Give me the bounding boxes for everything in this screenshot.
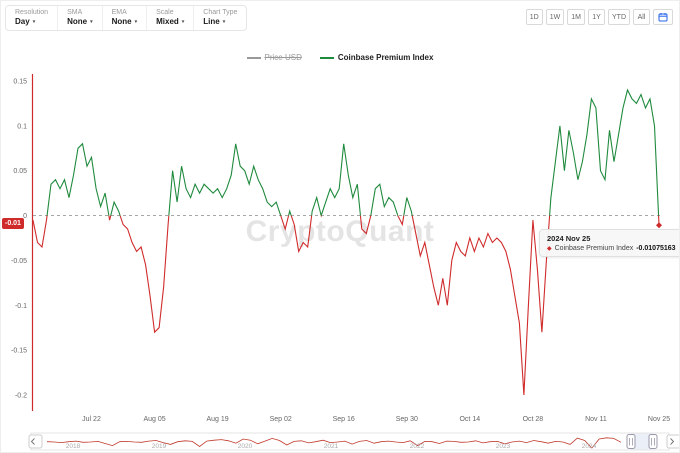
svg-text:2023: 2023 [496,443,511,450]
tooltip-value: -0.01075163 [636,245,676,252]
legend-item-coinbase-premium-index[interactable]: Coinbase Premium Index [319,53,434,62]
chevron-down-icon: ▾ [181,18,185,25]
svg-text:Nov 25: Nov 25 [648,416,670,423]
svg-text:Sep 30: Sep 30 [396,416,418,423]
svg-text:Nov 11: Nov 11 [585,416,607,423]
range-selector: 1D 1W 1M 1Y YTD All [525,9,673,25]
tooltip-series-name: Coinbase Premium Index [554,245,634,252]
legend-label: Coinbase Premium Index [337,53,434,62]
current-value-badge: -0.01 [2,218,24,229]
svg-text:2024: 2024 [582,443,597,450]
control-value: Day [15,17,30,26]
control-label: Scale [156,9,174,16]
control-value: Mixed [156,17,179,26]
control-ema[interactable]: EMA None ▾ [103,6,148,30]
control-label: Chart Type [203,9,238,16]
navigator-scroll-right-button[interactable] [666,434,680,449]
navigator-selection[interactable] [631,433,653,450]
chart-controls: Resolution Day ▾ SMA None ▾ EMA None ▾ Scal… [5,5,248,31]
navigator-handle-right[interactable] [648,434,658,449]
control-value: None [111,17,132,26]
chevron-down-icon: ▾ [32,18,36,25]
navigator-handle-left[interactable] [626,434,636,449]
svg-text:0.15: 0.15 [13,79,27,86]
control-value: None [67,17,88,26]
svg-text:0.1: 0.1 [17,123,27,130]
svg-text:2021: 2021 [324,443,339,450]
tooltip-date: 2024 Nov 25 [547,234,591,243]
toolbar: Resolution Day ▾ SMA None ▾ EMA None ▾ Scal… [5,5,673,31]
legend-marker-premium [319,56,334,59]
control-chart-type[interactable]: Chart Type Line ▾ [194,6,246,30]
legend-label: Price USD [264,53,302,62]
calendar-icon [658,13,668,22]
last-point-marker [656,222,662,229]
navigator-sparkline [46,437,622,449]
calendar-button[interactable] [653,9,673,25]
svg-text:2019: 2019 [152,443,167,450]
x-axis-labels: Jul 22 Aug 05 Aug 19 Sep 02 Sep 16 Sep 30 Oct … [82,416,670,423]
control-label: Resolution [15,9,49,16]
range-button-ytd[interactable]: YTD [608,9,630,25]
series-marker-icon: ◆ [547,246,552,252]
svg-text:Aug 05: Aug 05 [144,416,166,423]
series-line-negative [32,215,660,396]
legend: Price USD Coinbase Premium Index [1,53,679,62]
svg-text:-0.2: -0.2 [15,393,27,400]
range-button-1w[interactable]: 1W [545,9,565,25]
chart-tooltip: 2024 Nov 25 ◆ Coinbase Premium Index -0.… [539,229,679,257]
control-label: SMA [67,9,83,16]
svg-text:-0.1: -0.1 [15,303,27,310]
y-axis-labels: 0.15 0.1 0.05 0 -0.05 -0.1 -0.15 -0.2 [11,79,27,400]
control-scale[interactable]: Scale Mixed ▾ [147,6,195,30]
range-button-1d[interactable]: 1D [525,9,543,25]
range-button-1m[interactable]: 1M [567,9,585,25]
svg-text:Jul 22: Jul 22 [82,416,101,423]
control-value: Line [203,17,220,26]
svg-text:0: 0 [23,213,27,220]
navigator-year-labels: 2018 2019 2020 2021 2022 2023 2024 [66,443,597,450]
navigator-scroll-left-button[interactable] [28,434,43,449]
svg-text:-0.05: -0.05 [11,258,27,265]
svg-text:2018: 2018 [66,443,81,450]
svg-text:Aug 19: Aug 19 [207,416,229,423]
chevron-down-icon: ▾ [222,18,226,25]
range-button-1y[interactable]: 1Y [588,9,605,25]
series-line-positive [46,88,660,216]
chevron-down-icon: ▾ [134,18,138,25]
legend-item-price-usd[interactable]: Price USD [246,53,302,62]
svg-text:2022: 2022 [410,443,425,450]
chevron-down-icon: ▾ [90,18,93,25]
svg-text:Sep 16: Sep 16 [333,416,355,423]
control-label: EMA [111,9,127,16]
legend-marker-price-usd [246,56,261,59]
svg-text:0.05: 0.05 [13,168,27,175]
svg-text:-0.15: -0.15 [11,348,27,355]
svg-text:Sep 02: Sep 02 [270,416,292,423]
range-button-all[interactable]: All [633,9,650,25]
control-sma[interactable]: SMA None ▾ [58,6,103,30]
svg-text:Oct 14: Oct 14 [459,416,480,423]
svg-text:2020: 2020 [238,443,253,450]
svg-text:Oct 28: Oct 28 [523,416,544,423]
control-resolution[interactable]: Resolution Day ▾ [6,6,59,30]
